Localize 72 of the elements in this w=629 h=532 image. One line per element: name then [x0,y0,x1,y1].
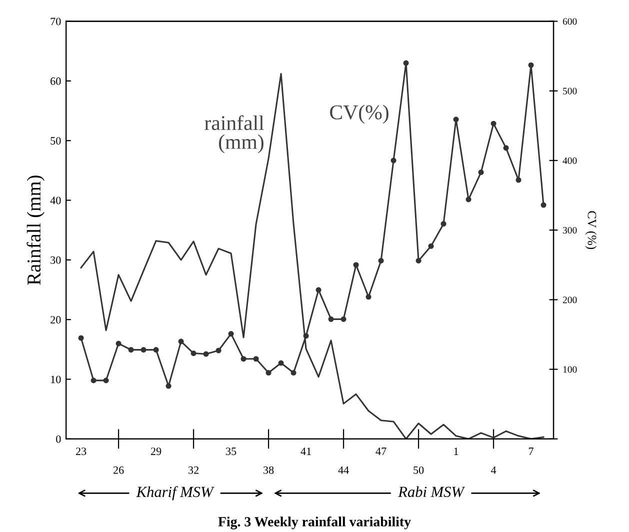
point [140,347,146,353]
y2-axis-title: CV (%) [585,211,597,250]
caption: Fig. 3 Weekly rainfall variability [218,516,411,530]
y-tick-label: 50 [50,137,61,145]
y-tick-label: 70 [50,18,61,26]
x-tick-label: 47 [376,448,386,455]
y2-tick-label: 200 [562,296,577,304]
x-tick-label: 35 [226,448,236,456]
y2-tick-label: 500 [563,88,577,94]
point [253,356,259,362]
point [240,356,246,362]
x-tick-label: 38 [264,466,274,474]
point [278,360,284,366]
point [203,351,209,357]
x-tick-label: 7 [528,448,534,455]
x-tick-label: 50 [414,466,424,474]
point [128,347,134,353]
point [153,347,159,353]
point [416,258,422,264]
y2-tick-label: 400 [562,157,577,164]
point [116,340,122,346]
point [428,243,434,249]
point [228,331,234,337]
x-tick-label: 26 [113,466,124,474]
point [190,350,196,356]
y2-tick-label: 100 [563,366,577,373]
text: Rabi MSW [398,486,466,498]
x-tick-label: 32 [188,466,198,474]
y-tick-label: 60 [50,77,61,85]
text: Kharif MSW [136,486,214,500]
point [440,221,446,227]
y-axis-title: Rainfall (mm) [26,176,45,285]
point [166,383,172,389]
y-tick-label: 10 [51,376,61,384]
point [266,370,272,376]
point [78,335,84,341]
point [478,170,484,176]
x-tick-label: 1 [454,448,458,455]
point [390,158,396,164]
series-label: rainfall (mm) [204,115,264,154]
point [490,120,496,126]
y2-tick-label: 600 [562,18,577,25]
point [316,287,322,293]
x-tick-label: 29 [150,448,162,456]
x-tick-label: 23 [76,448,86,456]
point [540,202,546,208]
point [516,177,522,183]
y2-tick-label: 300 [563,227,577,234]
point [503,145,509,151]
point [303,333,309,339]
series-label: CV(%) [330,104,388,124]
point [528,62,534,68]
y-tick-label: 30 [50,256,61,264]
point [178,338,184,344]
point [340,316,346,322]
point [290,370,296,376]
point [90,378,96,384]
y-tick-label: 40 [50,196,61,204]
point [353,262,359,268]
point [466,196,472,202]
x-tick-label: 41 [300,448,311,455]
point [216,348,222,354]
x-tick-label: 44 [338,466,349,474]
point [378,258,384,264]
point [103,378,109,384]
y-tick-label: 20 [50,316,61,324]
y-tick-label: 0 [56,435,61,443]
point [366,294,372,300]
point [328,316,334,322]
x-tick-label: 4 [490,466,496,474]
point [453,116,459,122]
point [403,60,409,66]
